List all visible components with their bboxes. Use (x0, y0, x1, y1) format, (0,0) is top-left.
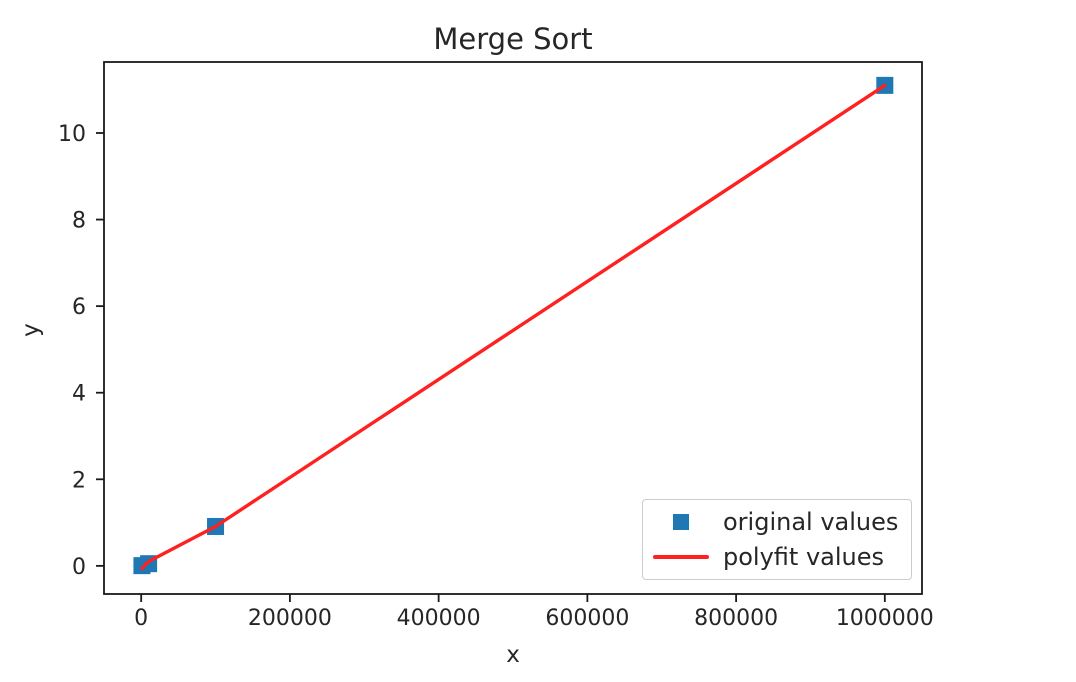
legend-marker-cell (653, 514, 709, 531)
polyfit-line (140, 83, 887, 571)
chart-title: Merge Sort (433, 22, 593, 56)
legend-item-polyfit-values: polyfit values (653, 540, 901, 574)
y-tick-label: 8 (72, 209, 86, 234)
x-tick-label: 800000 (694, 606, 778, 631)
y-tick-label: 2 (72, 468, 86, 493)
legend-marker-cell (653, 554, 709, 559)
square-marker-icon (673, 514, 689, 531)
y-tick-label: 6 (72, 295, 86, 320)
x-tick-label: 400000 (397, 606, 481, 631)
x-tick-label: 0 (134, 606, 148, 631)
x-tick-label: 200000 (248, 606, 332, 631)
x-tick-label: 1000000 (836, 606, 934, 631)
legend-label-polyfit-values: polyfit values (723, 542, 885, 571)
legend-item-original-values: original values (653, 505, 901, 539)
y-tick-label: 0 (72, 555, 86, 580)
legend-label-original-values: original values (723, 508, 899, 537)
y-axis-label: y (17, 323, 44, 337)
x-axis-label: x (506, 642, 520, 668)
axes-frame (103, 61, 923, 595)
line-marker-icon (653, 554, 709, 559)
y-tick-label: 10 (58, 122, 86, 147)
x-tick-label: 600000 (545, 606, 629, 631)
y-tick-label: 4 (72, 382, 86, 407)
legend: original values polyfit values (642, 499, 912, 580)
